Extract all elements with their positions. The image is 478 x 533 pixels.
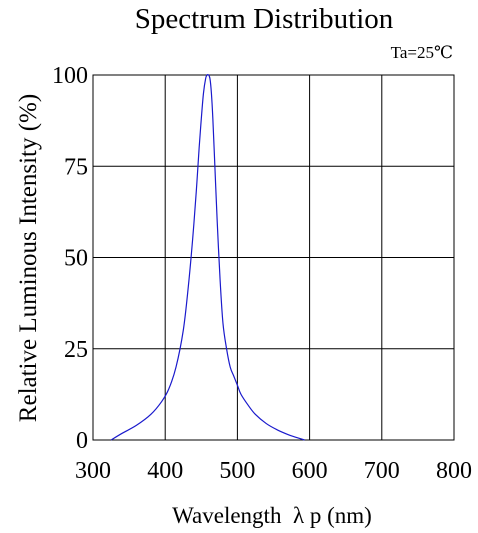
- y-axis-label: Relative Luminous Intensity (%): [15, 94, 42, 422]
- x-tick-label: 300: [75, 458, 111, 484]
- grid: [93, 75, 454, 440]
- y-tick-label: 0: [76, 428, 88, 454]
- plot-frame: [92, 74, 455, 441]
- curve-layer: [110, 73, 305, 441]
- x-tick-label: 700: [364, 458, 400, 484]
- x-tick-label: 600: [292, 458, 328, 484]
- y-tick-labels: 0 25 50 75 100: [52, 63, 88, 454]
- x-tick-label: 400: [147, 458, 183, 484]
- y-tick-label: 50: [64, 246, 88, 272]
- x-tick-label: 500: [219, 458, 255, 484]
- y-tick-label: 100: [52, 63, 88, 89]
- chart-title: Spectrum Distribution: [135, 3, 394, 35]
- x-axis-label: Wavelength λ p (nm): [172, 503, 372, 528]
- spectrum-curve-series-0: [110, 73, 305, 441]
- x-tick-labels: 300 400 500 600 700 800: [75, 458, 472, 484]
- x-tick-label: 800: [436, 458, 472, 484]
- temperature-condition: Ta=25℃: [391, 43, 453, 62]
- y-tick-label: 25: [64, 337, 88, 363]
- y-tick-label: 75: [64, 154, 88, 180]
